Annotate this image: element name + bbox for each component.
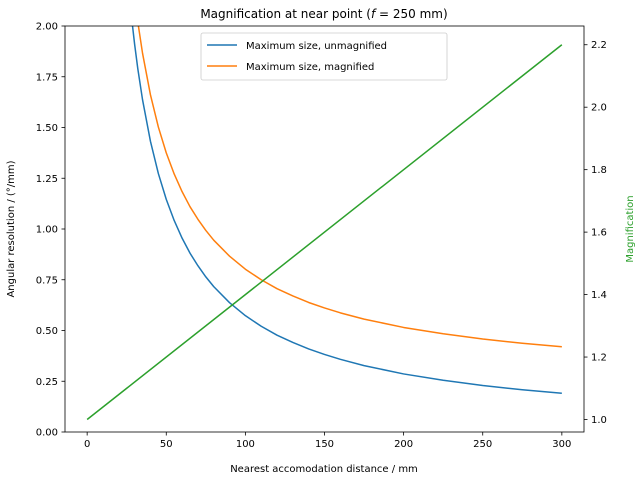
- y-left-tick-label: 0.75: [36, 275, 58, 286]
- x-tick-label: 100: [236, 439, 255, 450]
- x-tick-label: 300: [552, 439, 571, 450]
- y-right-tick-label: 1.6: [591, 228, 607, 239]
- y-left-tick-label: 0.50: [36, 326, 58, 337]
- y-right-tick-label: 2.2: [591, 40, 607, 51]
- legend-label-magnified: Maximum size, magnified: [246, 62, 374, 73]
- y-right-tick-label: 1.4: [591, 290, 607, 301]
- y-right-tick-label: 1.8: [591, 165, 607, 176]
- x-axis: 0 50 100 150 200 250 300: [84, 432, 571, 450]
- x-tick-label: 200: [394, 439, 413, 450]
- series-layer: [86, 26, 563, 421]
- x-axis-label: Nearest accomodation distance / mm: [230, 464, 418, 475]
- series-line-magnified: [137, 26, 562, 348]
- y-right-tick-label: 1.2: [591, 353, 607, 364]
- y-axis-right: 1.0 1.2 1.4 1.6 1.8 2.0 2.2: [584, 40, 607, 426]
- y-axis-right-label: Magnification: [625, 195, 636, 262]
- series-line-unmagnified: [131, 26, 562, 394]
- legend-label-unmagnified: Maximum size, unmagnified: [246, 41, 387, 52]
- x-tick-label: 50: [160, 439, 173, 450]
- y-right-tick-label: 1.0: [591, 415, 607, 426]
- legend-box: [200, 32, 448, 81]
- y-left-tick-label: 1.00: [36, 225, 58, 236]
- legend: Maximum size, unmagnified Maximum size, …: [200, 32, 448, 81]
- y-left-tick-label: 1.50: [36, 123, 58, 134]
- y-left-tick-label: 2.00: [36, 22, 58, 33]
- y-axis-left-label: Angular resolution / (°/mm): [6, 160, 17, 297]
- y-right-tick-label: 2.0: [591, 103, 607, 114]
- y-left-tick-label: 0.00: [36, 428, 58, 439]
- x-tick-label: 150: [315, 439, 334, 450]
- y-left-tick-label: 1.25: [36, 174, 58, 185]
- chart-title: Magnification at near point (f = 250 mm): [200, 7, 447, 21]
- x-tick-label: 0: [84, 439, 90, 450]
- y-left-tick-label: 0.25: [36, 377, 58, 388]
- y-axis-left: 0.00 0.25 0.50 0.75 1.00 1.25 1.50 1.75 2.00: [36, 22, 65, 439]
- series-line-magnification: [86, 44, 563, 421]
- x-tick-label: 250: [473, 439, 492, 450]
- y-left-tick-label: 1.75: [36, 72, 58, 83]
